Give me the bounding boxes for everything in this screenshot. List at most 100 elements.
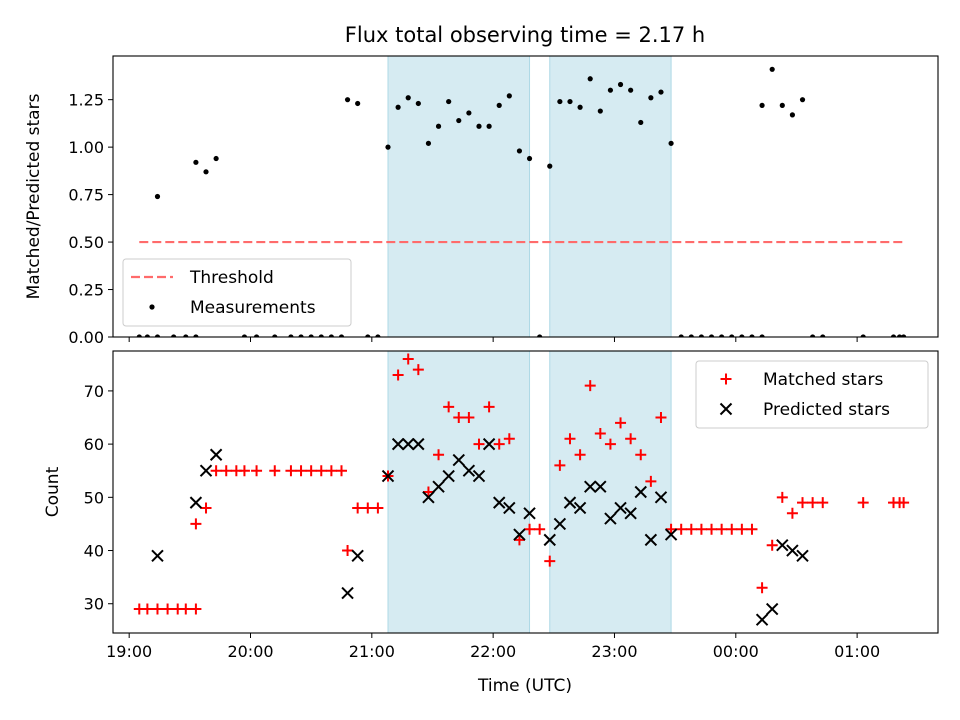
data-point [786, 544, 799, 557]
data-point [779, 102, 785, 108]
data-point [516, 148, 523, 154]
data-point [746, 523, 758, 535]
legend: Threshold Measurements [122, 258, 352, 327]
data-point [402, 353, 414, 365]
data-point [392, 369, 404, 381]
data-point [355, 100, 361, 107]
data-point [820, 334, 826, 337]
data-point [668, 140, 674, 146]
data-point [898, 497, 910, 509]
legend-swatch [720, 373, 732, 385]
data-point [739, 334, 745, 337]
data-point [547, 163, 553, 169]
x-axis-label: Time (UTC) [477, 676, 572, 696]
data-point [238, 465, 250, 477]
data-point [597, 108, 603, 114]
data-point [381, 469, 395, 483]
data-point [574, 449, 586, 461]
data-point [402, 437, 415, 451]
observing-window-2 [549, 350, 672, 634]
data-point [615, 417, 627, 429]
data-point [726, 523, 738, 535]
data-point [476, 123, 482, 129]
data-point [328, 334, 334, 337]
data-point [453, 412, 465, 424]
data-point [645, 475, 657, 487]
data-point [604, 512, 617, 525]
data-point [305, 465, 317, 477]
data-point [564, 433, 576, 445]
data-point [315, 465, 327, 477]
data-point [493, 496, 506, 509]
data-point [786, 507, 798, 519]
legend-box [122, 258, 352, 327]
data-point [807, 497, 819, 509]
data-point [523, 507, 536, 520]
data-point [365, 334, 371, 337]
data-point [193, 334, 199, 337]
data-point [665, 523, 677, 535]
data-point [890, 334, 897, 337]
x-tick-label: 22:00 [470, 642, 516, 661]
legend: Matched stars Predicted stars [695, 360, 929, 429]
data-point [141, 603, 153, 615]
y-tick-label: 70 [84, 382, 104, 401]
data-point [351, 549, 364, 563]
x-tick-label: 20:00 [227, 642, 273, 661]
data-point [446, 98, 452, 105]
data-point [513, 534, 525, 546]
data-point [685, 523, 697, 535]
data-point [736, 523, 748, 535]
data-point [708, 334, 715, 337]
data-point [706, 523, 718, 535]
data-point [534, 523, 546, 535]
data-point [543, 533, 556, 547]
data-point [688, 334, 694, 337]
data-point [584, 380, 596, 392]
data-point [325, 465, 337, 477]
x-tick-label: 23:00 [591, 642, 637, 661]
data-point [456, 117, 462, 124]
data-point [638, 119, 644, 126]
data-point [415, 100, 421, 107]
data-point [151, 549, 164, 563]
data-point [537, 334, 543, 337]
data-point [203, 169, 209, 175]
markers [133, 353, 910, 626]
data-point [614, 501, 627, 515]
x-tick-label: 00:00 [713, 642, 759, 661]
markers [136, 66, 907, 337]
series-predicted-stars [151, 437, 809, 626]
x-tick-label: 19:00 [106, 642, 152, 661]
data-point [466, 110, 472, 116]
data-point [759, 334, 765, 337]
series-matched-stars [133, 353, 910, 615]
legend-label: Predicted stars [763, 400, 890, 420]
data-point [628, 87, 634, 93]
data-point [604, 438, 616, 450]
data-point [503, 433, 515, 445]
data-point [526, 155, 533, 162]
data-point [335, 465, 347, 477]
data-point [432, 480, 445, 493]
data-point [472, 469, 486, 483]
data-point [496, 102, 502, 108]
top-panel: 0.00 0.25 0.50 0.75 1.00 1.25 Matched/Predicte… [24, 55, 939, 347]
x-tick-label: 21:00 [349, 642, 395, 661]
data-point [425, 140, 432, 146]
data-point [422, 486, 434, 498]
data-point [563, 496, 577, 509]
data-point [395, 104, 401, 110]
data-point [776, 539, 789, 552]
data-point [583, 480, 597, 493]
data-point [190, 603, 202, 615]
y-axis-label: Count [43, 466, 63, 517]
y-tick-label: 50 [84, 488, 104, 507]
data-point [199, 464, 213, 477]
data-point [503, 501, 516, 515]
data-point [193, 159, 199, 165]
data-point [452, 453, 465, 467]
data-point [719, 334, 725, 337]
data-point [422, 491, 435, 504]
data-point [253, 334, 260, 337]
